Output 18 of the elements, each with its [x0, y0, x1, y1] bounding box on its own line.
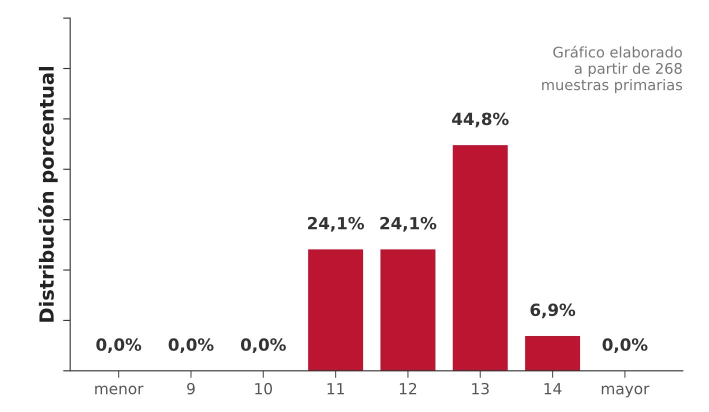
- data-label: 0,0%: [96, 338, 142, 354]
- x-tick-label: 9: [187, 382, 195, 394]
- data-label: 0,0%: [168, 338, 214, 354]
- x-tick-label: 13: [472, 382, 489, 394]
- x-tick-label: mayor: [602, 386, 650, 398]
- data-label: 24,1%: [380, 216, 436, 232]
- data-label: 0,0%: [240, 338, 286, 354]
- x-tick-label: 12: [400, 382, 416, 394]
- x-tick-label: 11: [328, 383, 344, 394]
- y-axis-title: Distribución porcentual: [38, 67, 58, 322]
- x-tick-label: menor: [95, 386, 144, 394]
- data-label: 24,1%: [308, 216, 364, 232]
- x-tick-label: 14: [544, 383, 562, 394]
- data-label: 0,0%: [602, 338, 648, 354]
- data-label: 6,9%: [530, 304, 576, 318]
- x-tick-label: 10: [255, 382, 272, 394]
- data-label: 44,8%: [452, 112, 509, 128]
- annotation: Gráfico elaborado a partir de 268 muestras primarias: [542, 46, 682, 94]
